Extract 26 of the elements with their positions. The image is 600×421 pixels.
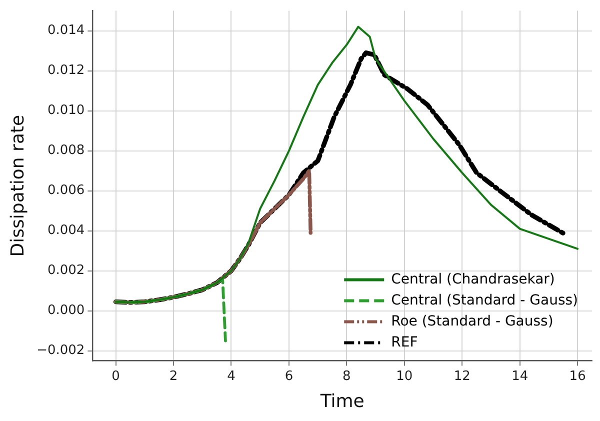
y-tick-label: 0.014 <box>47 23 85 38</box>
x-tick-label: 2 <box>169 368 178 384</box>
y-tick-label: 0.000 <box>47 303 85 318</box>
line-series <box>114 168 313 304</box>
y-tick-label: 0.008 <box>47 143 85 158</box>
legend-label: Central (Chandrasekar) <box>391 271 555 288</box>
legend-label: Central (Standard - Gauss) <box>391 292 578 308</box>
y-tick-label: 0.004 <box>47 223 85 238</box>
x-tick-label: 16 <box>569 368 586 384</box>
x-tick-label: 4 <box>227 368 236 384</box>
x-tick-label: 10 <box>396 368 413 384</box>
legend-label: REF <box>391 334 418 350</box>
x-tick-label: 6 <box>284 368 294 384</box>
x-tick-label: 14 <box>512 368 528 384</box>
x-tick-label: 8 <box>342 368 351 384</box>
y-tick-label: 0.002 <box>47 263 85 278</box>
x-tick-label: 12 <box>454 368 470 384</box>
x-axis-title: Time <box>319 390 364 412</box>
y-tick-label: 0.006 <box>47 183 85 198</box>
y-tick-label: 0.010 <box>47 103 85 118</box>
line-series <box>114 277 227 342</box>
x-tick-label: 0 <box>112 368 120 384</box>
y-tick-label: 0.012 <box>47 63 85 78</box>
y-axis-title: Dissipation rate <box>7 114 28 257</box>
legend-label: Roe (Standard - Gauss) <box>391 313 554 330</box>
y-tick-label: −0.002 <box>36 343 85 358</box>
